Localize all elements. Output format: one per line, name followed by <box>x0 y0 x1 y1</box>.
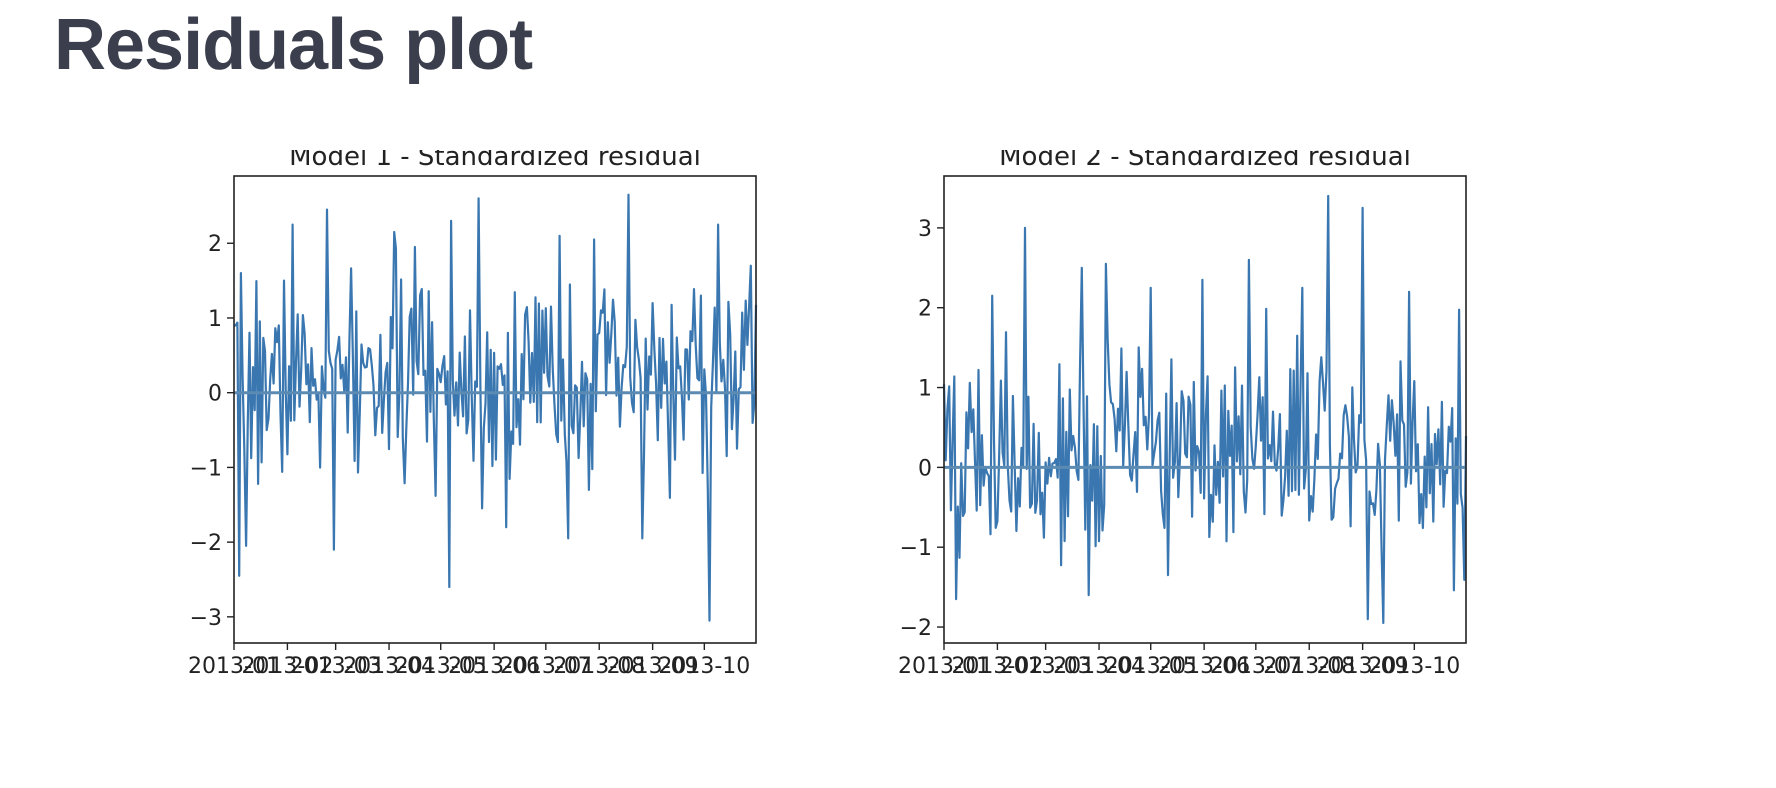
x-tick-label: 2013-08 <box>1263 654 1355 679</box>
x-tick-label: 2013-06 <box>448 654 540 679</box>
x-tick-label: 2013-05 <box>395 654 487 679</box>
y-tick-label: 3 <box>918 217 932 242</box>
y-tick-label: −2 <box>900 616 932 641</box>
x-tick-label: 2013-04 <box>343 654 435 679</box>
y-tick-label: 2 <box>918 297 932 322</box>
x-tick-label: 2013-10 <box>1368 654 1460 679</box>
model-1-residual-chart: Model 1 - Standardized residual −3 −2 −1 0 1 2… <box>150 150 910 780</box>
x-tick-label: 2013-09 <box>1317 654 1409 679</box>
page-title: Residuals plot <box>54 5 533 85</box>
x-tick-label: 2013-08 <box>553 654 645 679</box>
y-tick-label: −1 <box>190 456 222 481</box>
x-tick-label: 2013-04 <box>1053 654 1145 679</box>
chart-svg: Model 1 - Standardized residual −3 −2 −1 0 1 2… <box>188 150 758 679</box>
model-2-residual-chart: Model 2 - Standardized residual −2 −1 0 1 2 3 2… <box>860 150 1620 780</box>
x-tick-label: 2013-09 <box>607 654 699 679</box>
y-tick-label: 2 <box>208 232 222 257</box>
x-tick-label: 2013-01 <box>898 654 990 679</box>
chart-svg: Model 2 - Standardized residual −2 −1 0 1 2 3 2… <box>898 150 1468 679</box>
residual-series-line <box>233 193 758 622</box>
y-tick-label: 1 <box>208 307 222 332</box>
y-tick-label: −2 <box>190 531 222 556</box>
y-tick-label: 0 <box>918 456 932 481</box>
x-tick-label: 2013-06 <box>1158 654 1250 679</box>
x-tick-label: 2013-02 <box>241 654 333 679</box>
x-tick-label: 2013-10 <box>658 654 750 679</box>
y-tick-label: −3 <box>190 606 222 631</box>
plot-frame <box>233 175 757 644</box>
chart-title: Model 2 - Standardized residual <box>999 150 1411 172</box>
y-tick-label: 0 <box>208 382 222 407</box>
x-tick-label: 2013-07 <box>1210 654 1302 679</box>
x-tick-label: 2013-02 <box>951 654 1043 679</box>
plot-frame <box>943 175 1467 644</box>
chart-title: Model 1 - Standardized residual <box>289 150 701 172</box>
x-tick-label: 2013-03 <box>1000 654 1092 679</box>
x-tick-label: 2013-03 <box>290 654 382 679</box>
x-tick-label: 2013-01 <box>188 654 280 679</box>
residual-series-line <box>942 194 1468 625</box>
x-tick-label: 2013-05 <box>1105 654 1197 679</box>
y-tick-label: 1 <box>918 377 932 402</box>
x-tick-label: 2013-07 <box>500 654 592 679</box>
y-tick-label: −1 <box>900 536 932 561</box>
